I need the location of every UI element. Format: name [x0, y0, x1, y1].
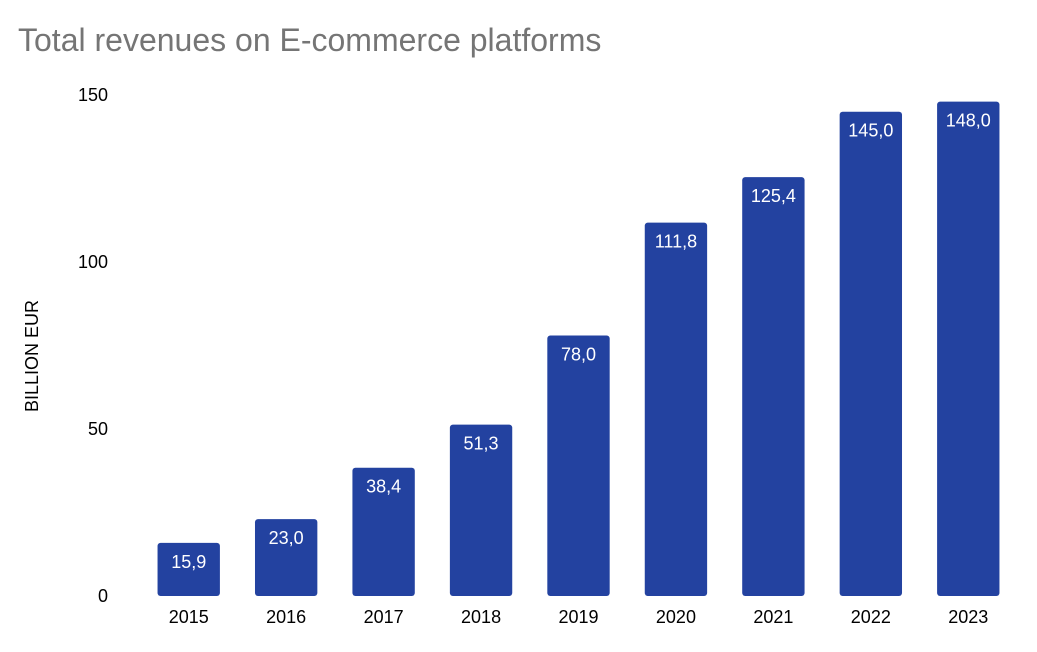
y-axis-ticks: 0 50 100 150 — [78, 85, 108, 606]
x-tick-label-2020: 2020 — [656, 607, 696, 627]
y-axis-title: BILLION EUR — [22, 300, 42, 412]
y-tick-label: 100 — [78, 252, 108, 272]
x-tick-label-2019: 2019 — [558, 607, 598, 627]
x-tick-label-2016: 2016 — [266, 607, 306, 627]
x-tick-label-2017: 2017 — [364, 607, 404, 627]
data-label-2018: 51,3 — [464, 434, 499, 454]
bar-2019 — [547, 335, 610, 596]
bar-2020 — [644, 222, 708, 596]
bar-2016 — [254, 519, 318, 596]
y-tick-label: 0 — [98, 586, 108, 606]
bars — [157, 101, 1000, 597]
data-label-2021: 125,4 — [751, 186, 796, 206]
bar-2018 — [449, 424, 513, 596]
data-label-2017: 38,4 — [366, 477, 401, 497]
bar-2021 — [742, 177, 805, 596]
x-tick-label-2015: 2015 — [169, 607, 209, 627]
bar-2017 — [352, 467, 415, 596]
data-label-2019: 78,0 — [561, 344, 596, 364]
data-labels: 15,9 23,0 38,4 51,3 78,0 111,8 125,4 145,0 148,0 — [171, 111, 991, 572]
data-label-2016: 23,0 — [269, 528, 304, 548]
data-label-2023: 148,0 — [946, 111, 991, 131]
x-tick-label-2022: 2022 — [851, 607, 891, 627]
y-tick-label: 50 — [88, 419, 108, 439]
bar-2022 — [839, 111, 903, 596]
bar-2023 — [937, 101, 1000, 597]
x-tick-label-2021: 2021 — [753, 607, 793, 627]
data-label-2015: 15,9 — [171, 552, 206, 572]
x-tick-label-2018: 2018 — [461, 607, 501, 627]
y-tick-label: 150 — [78, 85, 108, 105]
y-axis-title-group: BILLION EUR — [22, 300, 42, 412]
x-axis-ticks: 2015 2016 2017 2018 2019 2020 2021 2022 2023 — [169, 607, 989, 627]
x-tick-label-2023: 2023 — [948, 607, 988, 627]
bar-2015 — [157, 542, 220, 596]
data-label-2020: 111,8 — [655, 232, 697, 252]
chart-title: Total revenues on E-commerce platforms — [18, 22, 602, 58]
data-label-2022: 145,0 — [848, 121, 893, 141]
